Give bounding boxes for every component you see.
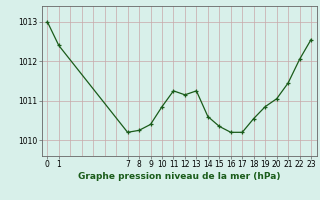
X-axis label: Graphe pression niveau de la mer (hPa): Graphe pression niveau de la mer (hPa): [78, 172, 280, 181]
